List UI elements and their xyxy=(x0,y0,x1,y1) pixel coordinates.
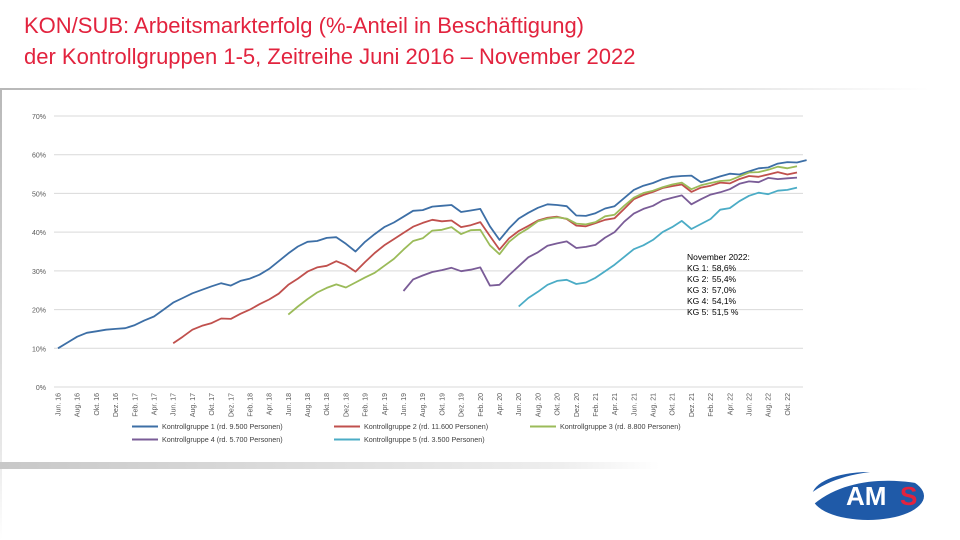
slide-frame-top xyxy=(0,88,930,90)
x-tick-label: Aug. 21 xyxy=(651,393,658,417)
x-tick-label: Okt. 21 xyxy=(670,393,677,416)
series-line-kg1 xyxy=(57,159,807,350)
x-tick-label: Okt. 17 xyxy=(209,393,216,416)
x-tick-label: Feb. 18 xyxy=(247,393,254,417)
series-line-kg4 xyxy=(402,176,798,292)
x-tick-label: Feb. 19 xyxy=(363,393,370,417)
x-tick-label: Aug. 18 xyxy=(305,393,312,417)
x-tick-label: Okt. 20 xyxy=(555,393,562,416)
y-tick-label: 0% xyxy=(36,385,46,392)
annotation-label: KG 3: xyxy=(687,285,709,295)
x-tick-label: Dez. 18 xyxy=(343,393,350,417)
x-tick-label: Jun. 17 xyxy=(171,393,178,416)
legend-label-kg3: Kontrollgruppe 3 (rd. 8.800 Personen) xyxy=(560,422,681,431)
annotation-value: 54,1% xyxy=(712,296,737,306)
x-tick-label: Dez. 16 xyxy=(113,393,120,417)
legend-label-kg4: Kontrollgruppe 4 (rd. 5.700 Personen) xyxy=(162,435,283,444)
annotation-label: KG 2: xyxy=(687,274,709,284)
ams-logo-swoosh-cut xyxy=(810,470,930,504)
chart-gridlines xyxy=(54,115,803,388)
x-tick-label: Apr. 21 xyxy=(612,393,619,415)
series-line-kg3 xyxy=(287,165,798,316)
chart-legend: Kontrollgruppe 1 (rd. 9.500 Personen) Kon… xyxy=(132,422,681,444)
legend-label-kg5: Kontrollgruppe 5 (rd. 3.500 Personen) xyxy=(364,435,485,444)
chart-y-tick-labels: 0% 10% 20% 30% 40% 50% 60% 70% xyxy=(32,114,46,392)
chart-x-tick-labels: Jun. 16 Aug. 16 Okt. 16 Dez. 16 Feb. 17 Apr. … xyxy=(56,393,792,417)
x-tick-label: Aug. 20 xyxy=(535,393,542,417)
ams-logo-text-s: S xyxy=(900,481,917,511)
x-tick-label: Aug. 16 xyxy=(75,393,82,417)
x-tick-label: Dez. 21 xyxy=(689,393,696,417)
annotation-value: 58,6% xyxy=(712,263,737,273)
ams-logo-text-am: AM xyxy=(846,481,886,511)
x-tick-label: Aug. 19 xyxy=(420,393,427,417)
x-tick-label: Dez. 17 xyxy=(228,393,235,417)
x-tick-label: Jun. 19 xyxy=(401,393,408,416)
x-tick-label: Aug. 17 xyxy=(190,393,197,417)
annotation-value: 57,0% xyxy=(712,285,737,295)
x-tick-label: Dez. 19 xyxy=(459,393,466,417)
x-tick-label: Okt. 19 xyxy=(439,393,446,416)
legend-label-kg1: Kontrollgruppe 1 (rd. 9.500 Personen) xyxy=(162,422,283,431)
ams-logo: AM S xyxy=(810,470,930,520)
x-tick-label: Feb. 17 xyxy=(132,393,139,417)
y-tick-label: 70% xyxy=(32,114,46,121)
x-tick-label: Jun. 21 xyxy=(631,393,638,416)
x-tick-label: Apr. 17 xyxy=(151,393,158,415)
x-tick-label: Feb. 21 xyxy=(593,393,600,417)
x-tick-label: Apr. 22 xyxy=(727,393,734,415)
slide-bottom-bar xyxy=(0,462,660,469)
annotation-label: KG 1: xyxy=(687,263,709,273)
x-tick-label: Dez. 20 xyxy=(574,393,581,417)
x-tick-label: Aug. 22 xyxy=(766,393,773,417)
series-line-kg5 xyxy=(518,186,798,308)
x-tick-label: Feb. 20 xyxy=(478,393,485,417)
annotation-value: 51,5 % xyxy=(712,307,739,317)
y-tick-label: 20% xyxy=(32,308,46,315)
y-tick-label: 40% xyxy=(32,230,46,237)
slide-frame-left xyxy=(0,88,2,540)
x-tick-label: Jun. 22 xyxy=(747,393,754,416)
x-tick-label: Okt. 22 xyxy=(785,393,792,416)
x-tick-label: Apr. 20 xyxy=(497,393,504,415)
x-tick-label: Jun. 20 xyxy=(516,393,523,416)
x-tick-label: Okt. 16 xyxy=(94,393,101,416)
slide-title-line-2: der Kontrollgruppen 1-5, Zeitreihe Juni … xyxy=(24,44,636,69)
x-tick-label: Jun. 18 xyxy=(286,393,293,416)
annotation-heading: November 2022: xyxy=(687,252,750,262)
chart-annotation-box: November 2022:KG 1: 58,6%KG 2: 55,4%KG 3: 5… xyxy=(687,252,750,317)
chart-series-lines xyxy=(57,159,807,350)
y-tick-label: 60% xyxy=(32,153,46,160)
annotation-label: KG 4: xyxy=(687,296,709,306)
annotation-label: KG 5: xyxy=(687,307,709,317)
slide-title: KON/SUB: Arbeitsmarkterfolg (%-Anteil in… xyxy=(24,10,924,72)
series-line-kg2 xyxy=(172,171,798,345)
annotation-value: 55,4% xyxy=(712,274,737,284)
x-tick-label: Okt. 18 xyxy=(324,393,331,416)
x-tick-label: Jun. 16 xyxy=(56,393,63,416)
x-tick-label: Feb. 22 xyxy=(708,393,715,417)
x-tick-label: Apr. 19 xyxy=(382,393,389,415)
x-tick-label: Apr. 18 xyxy=(267,393,274,415)
y-tick-label: 10% xyxy=(32,346,46,353)
legend-label-kg2: Kontrollgruppe 2 (rd. 11.600 Personen) xyxy=(364,422,488,431)
slide-title-line-1: KON/SUB: Arbeitsmarkterfolg (%-Anteil in… xyxy=(24,13,585,38)
y-tick-label: 30% xyxy=(32,269,46,276)
y-tick-label: 50% xyxy=(32,191,46,198)
